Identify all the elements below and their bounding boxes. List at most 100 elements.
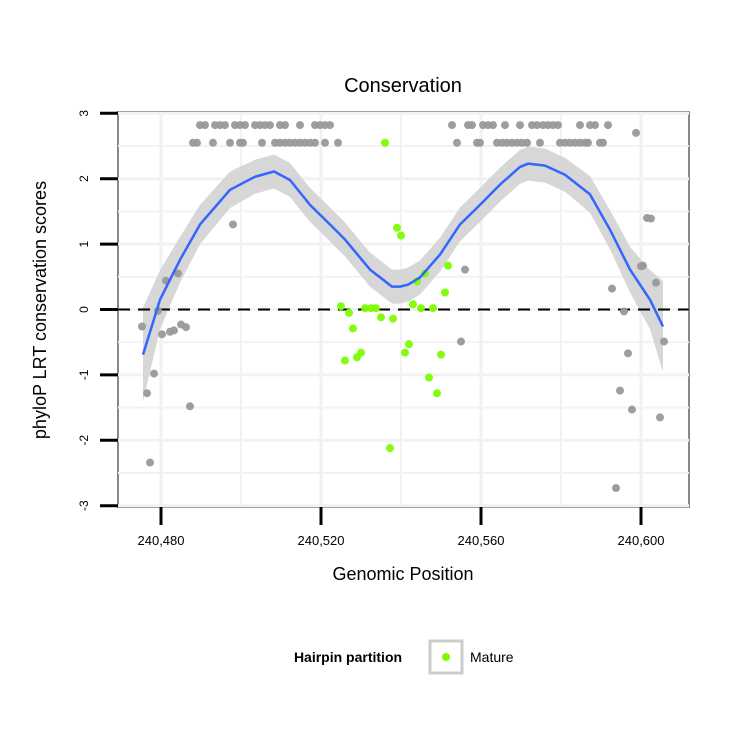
data-point-other [489, 121, 497, 130]
data-point-mature [425, 373, 433, 382]
data-point-other [334, 138, 342, 147]
data-point-mature [377, 313, 385, 322]
data-point-other [536, 138, 544, 147]
data-point-other [138, 322, 146, 331]
x-axis-label: Genomic Position [332, 564, 473, 584]
confidence-band-area [143, 146, 663, 402]
data-point-mature [417, 304, 425, 313]
data-point-other [193, 138, 201, 147]
data-point-other [461, 265, 469, 274]
y-tick-label: 3 [77, 110, 91, 117]
data-point-other [174, 269, 182, 278]
data-point-other [457, 337, 465, 346]
data-point-mature [337, 302, 345, 311]
data-point-mature [409, 300, 417, 309]
data-point-mature [381, 138, 389, 147]
data-point-mature [405, 340, 413, 349]
data-point-other [647, 214, 655, 223]
data-point-other [554, 121, 562, 130]
smooth-fit-line [141, 162, 665, 355]
data-point-mature [357, 348, 365, 357]
data-point-other [321, 138, 329, 147]
data-point-other [258, 138, 266, 147]
data-point-other [186, 402, 194, 411]
data-point-other [612, 484, 620, 493]
data-point-other [221, 121, 229, 130]
data-point-other [201, 121, 209, 130]
y-tick-label: -1 [77, 369, 91, 380]
data-point-other [143, 389, 151, 398]
data-point-other [229, 220, 237, 229]
data-point-other [182, 323, 190, 332]
data-point-mature [389, 314, 397, 323]
data-point-mature [429, 304, 437, 313]
data-point-mature [361, 304, 369, 313]
data-point-other [523, 138, 531, 147]
legend-title: Hairpin partition [294, 649, 402, 665]
y-tick-label: 0 [77, 306, 91, 313]
data-point-other [620, 307, 628, 316]
data-point-other [448, 121, 456, 130]
data-point-other [281, 121, 289, 130]
data-point-other [639, 261, 647, 270]
data-point-other [476, 138, 484, 147]
data-point-other [584, 138, 592, 147]
data-point-other [652, 278, 660, 287]
data-point-other [453, 138, 461, 147]
y-tick-label: 1 [77, 240, 91, 247]
data-point-other [209, 138, 217, 147]
data-points [138, 121, 668, 493]
data-point-other [170, 326, 178, 335]
data-point-other [608, 284, 616, 293]
x-tick-label: 240,560 [458, 533, 505, 548]
data-point-mature [437, 350, 445, 359]
smooth-line [141, 162, 665, 355]
data-point-mature [345, 308, 353, 317]
data-point-mature [349, 324, 357, 333]
data-point-other [576, 121, 584, 130]
data-point-other [241, 121, 249, 130]
confidence-band [143, 146, 663, 402]
data-point-other [591, 121, 599, 130]
data-point-other [660, 337, 668, 346]
data-point-other [311, 138, 319, 147]
data-point-other [533, 121, 541, 130]
axes: 240,480 240,520 240,560 240,600 -3 -2 -1 0 1 2 3 [77, 110, 665, 548]
x-tick-label: 240,600 [618, 533, 665, 548]
data-point-other [624, 349, 632, 358]
data-point-mature [444, 261, 452, 270]
grid-lines [118, 111, 689, 508]
data-point-other [226, 138, 234, 147]
legend-label-mature: Mature [470, 649, 514, 665]
data-point-other [150, 369, 158, 378]
data-point-other [239, 138, 247, 147]
data-point-other [628, 405, 636, 414]
data-point-mature [433, 389, 441, 398]
data-point-other [632, 128, 640, 137]
data-point-mature [386, 444, 394, 453]
y-axis-label: phyloP LRT conservation scores [30, 181, 50, 439]
legend-key-mature-dot [442, 653, 450, 661]
data-point-mature [341, 356, 349, 365]
data-point-other [468, 121, 476, 130]
data-point-other [158, 330, 166, 339]
x-tick-label: 240,520 [298, 533, 345, 548]
chart-title: Conservation [344, 75, 462, 97]
data-point-mature [441, 288, 449, 297]
data-point-other [604, 121, 612, 130]
data-point-mature [401, 348, 409, 357]
y-tick-label: 2 [77, 175, 91, 182]
data-point-mature [397, 231, 405, 240]
data-point-other [326, 121, 334, 130]
legend: Hairpin partition Mature [294, 639, 514, 675]
data-point-other [501, 121, 509, 130]
y-tick-label: -2 [77, 435, 91, 446]
data-point-other [516, 121, 524, 130]
data-point-other [599, 138, 607, 147]
data-point-other [146, 458, 154, 467]
data-point-other [296, 121, 304, 130]
data-point-other [266, 121, 274, 130]
y-tick-label: -3 [77, 500, 91, 511]
x-tick-label: 240,480 [138, 533, 185, 548]
